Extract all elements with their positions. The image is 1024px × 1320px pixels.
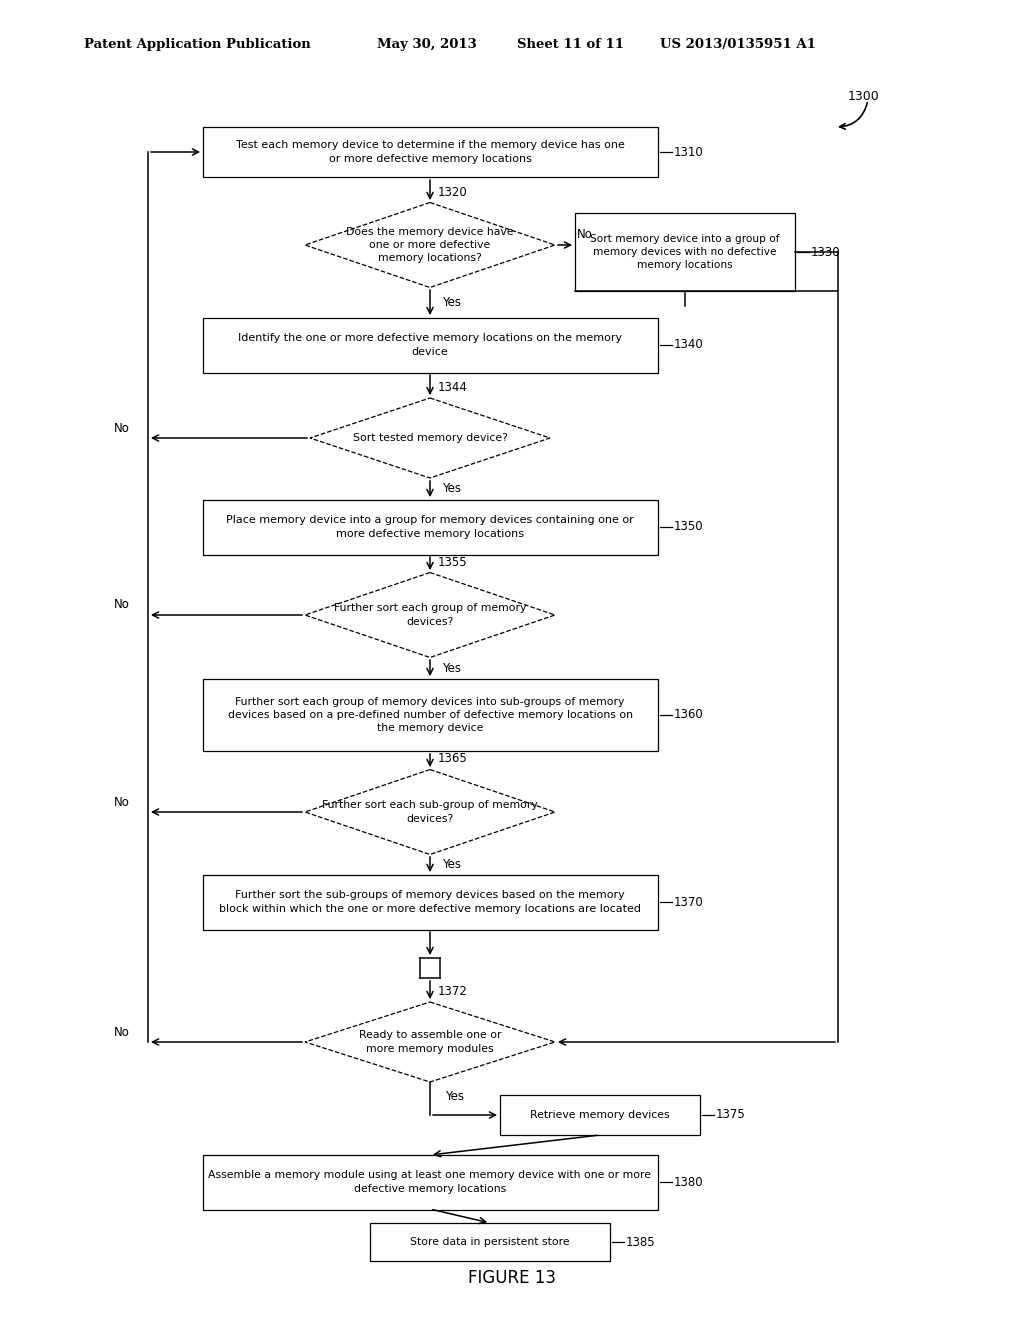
Text: Assemble a memory module using at least one memory device with one or more
defec: Assemble a memory module using at least … <box>209 1171 651 1193</box>
Text: No: No <box>114 421 130 434</box>
Text: No: No <box>114 598 130 611</box>
Text: Further sort each group of memory
devices?: Further sort each group of memory device… <box>334 603 526 627</box>
Text: Ready to assemble one or
more memory modules: Ready to assemble one or more memory mod… <box>358 1031 502 1053</box>
Text: 1300: 1300 <box>848 91 880 103</box>
Text: No: No <box>114 1026 130 1039</box>
Text: 1340: 1340 <box>674 338 703 351</box>
Text: Yes: Yes <box>442 661 461 675</box>
Text: 1344: 1344 <box>438 381 468 393</box>
Text: Patent Application Publication: Patent Application Publication <box>84 38 310 51</box>
Text: 1330: 1330 <box>811 246 841 259</box>
Text: Place memory device into a group for memory devices containing one or
more defec: Place memory device into a group for mem… <box>226 515 634 539</box>
Text: Further sort the sub-groups of memory devices based on the memory
block within w: Further sort the sub-groups of memory de… <box>219 891 641 913</box>
Text: Yes: Yes <box>442 297 461 309</box>
Text: Yes: Yes <box>442 483 461 495</box>
FancyBboxPatch shape <box>500 1096 700 1135</box>
Text: Sort memory device into a group of
memory devices with no defective
memory locat: Sort memory device into a group of memor… <box>590 234 779 271</box>
Text: 1355: 1355 <box>438 556 468 569</box>
Text: Further sort each sub-group of memory
devices?: Further sort each sub-group of memory de… <box>323 800 538 824</box>
FancyBboxPatch shape <box>203 127 657 177</box>
FancyBboxPatch shape <box>203 1155 657 1209</box>
Text: Test each memory device to determine if the memory device has one
or more defect: Test each memory device to determine if … <box>236 140 625 164</box>
Text: 1360: 1360 <box>674 709 703 722</box>
Text: Sheet 11 of 11: Sheet 11 of 11 <box>517 38 624 51</box>
Text: Store data in persistent store: Store data in persistent store <box>411 1237 569 1247</box>
FancyBboxPatch shape <box>203 499 657 554</box>
Text: Sort tested memory device?: Sort tested memory device? <box>352 433 508 444</box>
Text: May 30, 2013: May 30, 2013 <box>377 38 476 51</box>
Text: No: No <box>114 796 130 808</box>
Text: Further sort each group of memory devices into sub-groups of memory
devices base: Further sort each group of memory device… <box>227 697 633 733</box>
Polygon shape <box>305 202 555 288</box>
Text: Retrieve memory devices: Retrieve memory devices <box>530 1110 670 1119</box>
Text: 1385: 1385 <box>626 1236 655 1249</box>
Polygon shape <box>305 573 555 657</box>
Text: No: No <box>577 228 593 242</box>
Text: Yes: Yes <box>442 858 461 871</box>
FancyBboxPatch shape <box>203 874 657 929</box>
Text: 1380: 1380 <box>674 1176 703 1188</box>
Polygon shape <box>310 399 550 478</box>
FancyBboxPatch shape <box>203 678 657 751</box>
Text: 1372: 1372 <box>438 985 468 998</box>
Text: Yes: Yes <box>445 1090 464 1104</box>
Text: 1310: 1310 <box>674 145 703 158</box>
Text: Identify the one or more defective memory locations on the memory
device: Identify the one or more defective memor… <box>238 334 622 356</box>
Polygon shape <box>305 1002 555 1082</box>
Text: 1350: 1350 <box>674 520 703 533</box>
Text: Does the memory device have
one or more defective
memory locations?: Does the memory device have one or more … <box>346 227 514 263</box>
Polygon shape <box>305 770 555 854</box>
Text: FIGURE 13: FIGURE 13 <box>468 1269 556 1287</box>
Text: US 2013/0135951 A1: US 2013/0135951 A1 <box>660 38 816 51</box>
FancyBboxPatch shape <box>575 213 795 290</box>
FancyBboxPatch shape <box>370 1224 610 1261</box>
Text: 1365: 1365 <box>438 752 468 766</box>
Text: 1320: 1320 <box>438 186 468 198</box>
Text: 1370: 1370 <box>674 895 703 908</box>
FancyBboxPatch shape <box>203 318 657 372</box>
Text: 1375: 1375 <box>716 1109 745 1122</box>
